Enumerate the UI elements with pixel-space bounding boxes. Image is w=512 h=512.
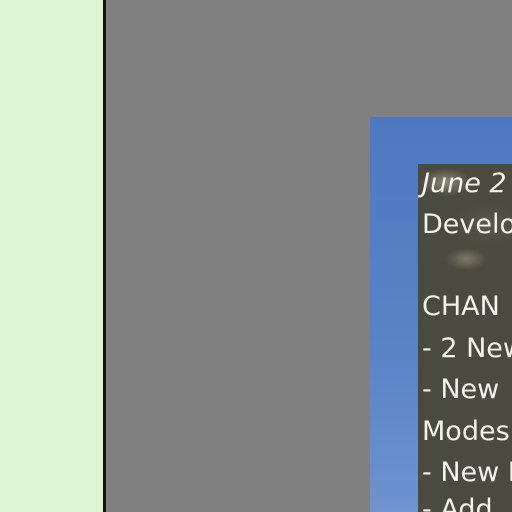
changelog-line-3: Modes <box>422 416 510 447</box>
changelog-line-5: - Add <box>422 494 493 512</box>
changelog-subtitle: Develo <box>422 209 512 240</box>
left-side-panel <box>0 0 103 512</box>
changelog-line-2: - New <box>422 374 500 405</box>
changelog-line-4: - New I <box>422 457 512 488</box>
changelog-line-1: - 2 New <box>422 333 512 364</box>
card-background-texture <box>418 164 512 284</box>
changelog-card: June 2 Develo CHAN - 2 New - New Modes -… <box>418 164 512 512</box>
changelog-heading: CHAN <box>422 291 500 322</box>
panel-divider[interactable] <box>103 0 106 512</box>
changelog-date: June 2 <box>422 168 507 199</box>
